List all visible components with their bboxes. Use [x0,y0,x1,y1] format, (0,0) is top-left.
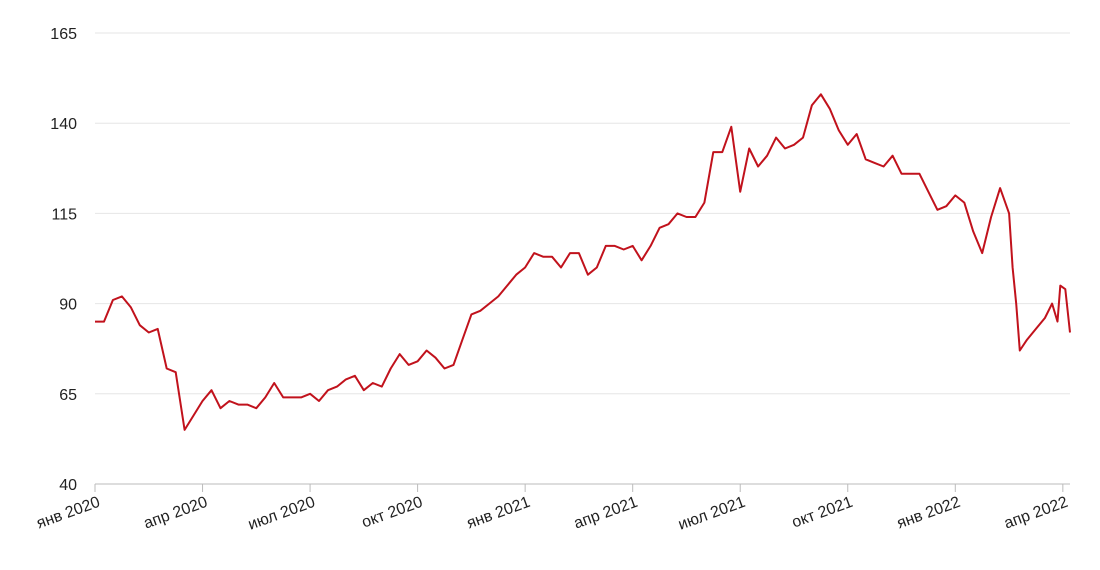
x-tick-label: июл 2020 [246,494,318,534]
line [95,93,1071,431]
x-tick-label: янв 2022 [895,494,963,533]
x-tick-label: апр 2022 [1002,494,1070,533]
y-tick-label: 165 [50,26,77,43]
y-tick-label: 65 [59,387,77,404]
x-tick-label: окт 2020 [360,494,426,532]
y-tick-label: 90 [59,297,77,314]
y-tick-label: 115 [51,206,77,223]
x-tick-label: апр 2021 [572,494,640,533]
x-tick-label: июл 2021 [676,494,748,534]
y-tick-label: 140 [50,116,77,133]
y-tick-label: 40 [59,477,77,494]
x-tick-label: апр 2020 [142,494,210,533]
x-tick-label: окт 2021 [790,494,856,532]
x-tick-label: янв 2020 [34,494,102,533]
x-tick-label: янв 2021 [465,494,533,533]
